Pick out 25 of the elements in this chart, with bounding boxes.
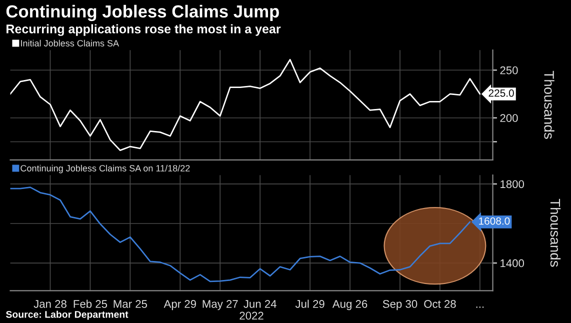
x-tick-label: ...	[476, 306, 484, 308]
y-tick-label: 1800	[500, 180, 524, 188]
y-axis-title: Thousands	[544, 70, 554, 139]
x-tick-label: Jul 29	[295, 300, 324, 308]
source-note: Source: Labor Department	[6, 310, 128, 320]
x-tick-label: May 27	[202, 300, 238, 310]
y-tick-label: 200	[500, 114, 518, 122]
data-label: 225.0	[488, 89, 514, 97]
y-tick-label: 1400	[500, 259, 524, 268]
legend-label: Initial Jobless Claims SA	[21, 40, 120, 46]
x-tick-label: Jun 24	[244, 300, 276, 308]
data-label: 1608.0	[479, 217, 510, 225]
chart-title: Continuing Jobless Claims Jump	[6, 4, 279, 22]
x-tick-label: Apr 29	[164, 300, 196, 310]
x-tick-label: Feb 25	[74, 300, 108, 308]
x-tick-label: Mar 25	[114, 300, 148, 308]
x-axis-title: 2022	[240, 312, 264, 320]
x-tick-label: Oct 28	[424, 300, 456, 308]
x-tick-label: Sep 30	[382, 300, 418, 310]
chart-subtitle: Recurring applications rose the most in a year	[6, 24, 281, 36]
legend-label: Continuing Jobless Claims SA on 11/18/22	[20, 164, 190, 174]
y-axis-title: Thousands	[550, 198, 561, 267]
x-tick-label: Jan 28	[34, 300, 66, 308]
x-tick-label: Aug 26	[332, 300, 368, 310]
y-tick-label: 250	[500, 66, 518, 74]
